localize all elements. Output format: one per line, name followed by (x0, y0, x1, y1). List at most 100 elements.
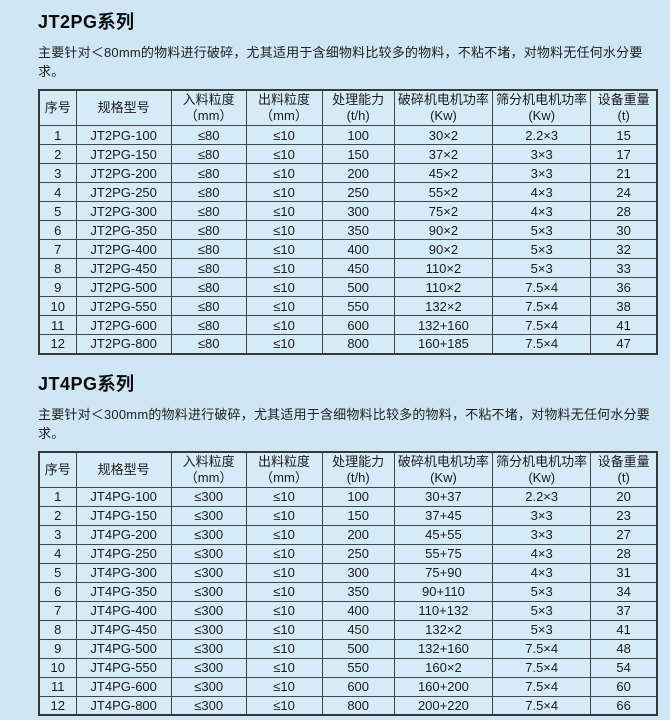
table-cell: 5×3 (492, 258, 592, 278)
table-cell: ≤80 (170, 258, 247, 278)
column-header: 设备重量 (t) (590, 451, 658, 488)
table-cell: ≤10 (245, 277, 323, 297)
table-cell: JT4PG-250 (75, 543, 172, 564)
table-cell: 37+45 (393, 505, 494, 526)
column-header: 处理能力 (t/h) (321, 451, 395, 488)
column-header: 入料粒度 （mm） (170, 451, 247, 488)
table-cell: 160+200 (393, 676, 494, 697)
table-cell: 2 (38, 505, 77, 526)
table-cell: 7.5×4 (492, 334, 592, 354)
table-cell: ≤10 (245, 543, 323, 564)
table-cell: 150 (321, 505, 395, 526)
column-header: 出料粒度 （mm） (245, 451, 323, 488)
table-cell: 10 (38, 296, 77, 316)
table-cell: 2 (38, 144, 77, 164)
table-cell: ≤10 (245, 296, 323, 316)
table-cell: 3×3 (492, 524, 592, 545)
table-cell: 27 (590, 524, 658, 545)
table-cell: ≤80 (170, 296, 247, 316)
table-cell: 54 (590, 657, 658, 678)
table-cell: JT4PG-300 (75, 562, 172, 583)
table-cell: JT2PG-500 (75, 277, 172, 297)
table-cell: 12 (38, 695, 77, 716)
column-header: 设备重量 (t) (590, 89, 658, 126)
table-cell: 132×2 (393, 619, 494, 640)
table-cell: JT2PG-350 (75, 220, 172, 240)
table-cell: ≤10 (245, 581, 323, 602)
table-cell: ≤300 (170, 543, 247, 564)
table-cell: ≤10 (245, 144, 323, 164)
table-cell: 3×3 (492, 163, 592, 183)
table-cell: 15 (590, 125, 658, 145)
table-cell: 300 (321, 562, 395, 583)
table-cell: 9 (38, 277, 77, 297)
table-cell: 7 (38, 600, 77, 621)
table-row: 1 JT2PG-100 ≤80 ≤10 100 30×2 2.2×3 15 (38, 125, 658, 145)
table-cell: ≤10 (245, 600, 323, 621)
table-row: 6 JT4PG-350 ≤300 ≤10 350 90+110 5×3 34 (38, 581, 658, 602)
table-cell: ≤80 (170, 334, 247, 354)
table-cell: JT2PG-100 (75, 125, 172, 145)
table-cell: 400 (321, 600, 395, 621)
table-cell: ≤300 (170, 638, 247, 659)
table-row: 3 JT4PG-200 ≤300 ≤10 200 45+55 3×3 27 (38, 524, 658, 545)
table-cell: 38 (590, 296, 658, 316)
table-cell: 36 (590, 277, 658, 297)
table-cell: 450 (321, 258, 395, 278)
table-cell: 3×3 (492, 505, 592, 526)
table-cell: JT2PG-600 (75, 315, 172, 335)
table-cell: 90×2 (393, 239, 494, 259)
table-cell: ≤80 (170, 315, 247, 335)
table-cell: ≤10 (245, 486, 323, 507)
table-cell: JT4PG-150 (75, 505, 172, 526)
table-cell: ≤300 (170, 600, 247, 621)
table-cell: ≤80 (170, 239, 247, 259)
table-cell: 6 (38, 220, 77, 240)
table-cell: 5×3 (492, 239, 592, 259)
table-cell: 4 (38, 543, 77, 564)
table-cell: ≤300 (170, 562, 247, 583)
table-cell: 350 (321, 220, 395, 240)
table-cell: ≤80 (170, 125, 247, 145)
table-cell: ≤80 (170, 182, 247, 202)
table-cell: 3 (38, 163, 77, 183)
table-cell: 4×3 (492, 562, 592, 583)
column-header: 序号 (38, 89, 77, 126)
table-header-row: 序号 规格型号 入料粒度 （mm） 出料粒度 （mm） 处理能力 (t/h) 破碎机电机功率 (K… (38, 89, 658, 126)
table-cell: 10 (38, 657, 77, 678)
spec-table-jt2pg: 序号 规格型号 入料粒度 （mm） 出料粒度 （mm） 处理能力 (t/h) 破碎机电机功率 (K… (38, 89, 658, 355)
table-cell: ≤80 (170, 163, 247, 183)
table-cell: ≤10 (245, 125, 323, 145)
table-cell: 7.5×4 (492, 638, 592, 659)
table-cell: 4×3 (492, 543, 592, 564)
table-cell: JT4PG-500 (75, 638, 172, 659)
table-cell: 150 (321, 144, 395, 164)
table-row: 11 JT2PG-600 ≤80 ≤10 600 132+160 7.5×4 41 (38, 315, 658, 335)
table-cell: ≤300 (170, 486, 247, 507)
table-cell: 9 (38, 638, 77, 659)
table-row: 6 JT2PG-350 ≤80 ≤10 350 90×2 5×3 30 (38, 220, 658, 240)
table-cell: 250 (321, 543, 395, 564)
table-cell: JT2PG-450 (75, 258, 172, 278)
table-cell: ≤300 (170, 505, 247, 526)
table-cell: 90+110 (393, 581, 494, 602)
table-cell: 5×3 (492, 220, 592, 240)
table-cell: 37 (590, 600, 658, 621)
table-cell: 1 (38, 486, 77, 507)
table-cell: 20 (590, 486, 658, 507)
table-cell: 17 (590, 144, 658, 164)
table-cell: JT4PG-550 (75, 657, 172, 678)
table-cell: 350 (321, 581, 395, 602)
table-cell: JT4PG-350 (75, 581, 172, 602)
table-cell: 160×2 (393, 657, 494, 678)
table-cell: 110×2 (393, 258, 494, 278)
table-cell: ≤80 (170, 201, 247, 221)
table-cell: 500 (321, 638, 395, 659)
table-cell: 5×3 (492, 581, 592, 602)
column-header: 破碎机电机功率 (Kw) (393, 89, 494, 126)
table-cell: 30×2 (393, 125, 494, 145)
table-cell: JT4PG-200 (75, 524, 172, 545)
table-cell: 250 (321, 182, 395, 202)
table-cell: 30 (590, 220, 658, 240)
table-cell: 600 (321, 676, 395, 697)
